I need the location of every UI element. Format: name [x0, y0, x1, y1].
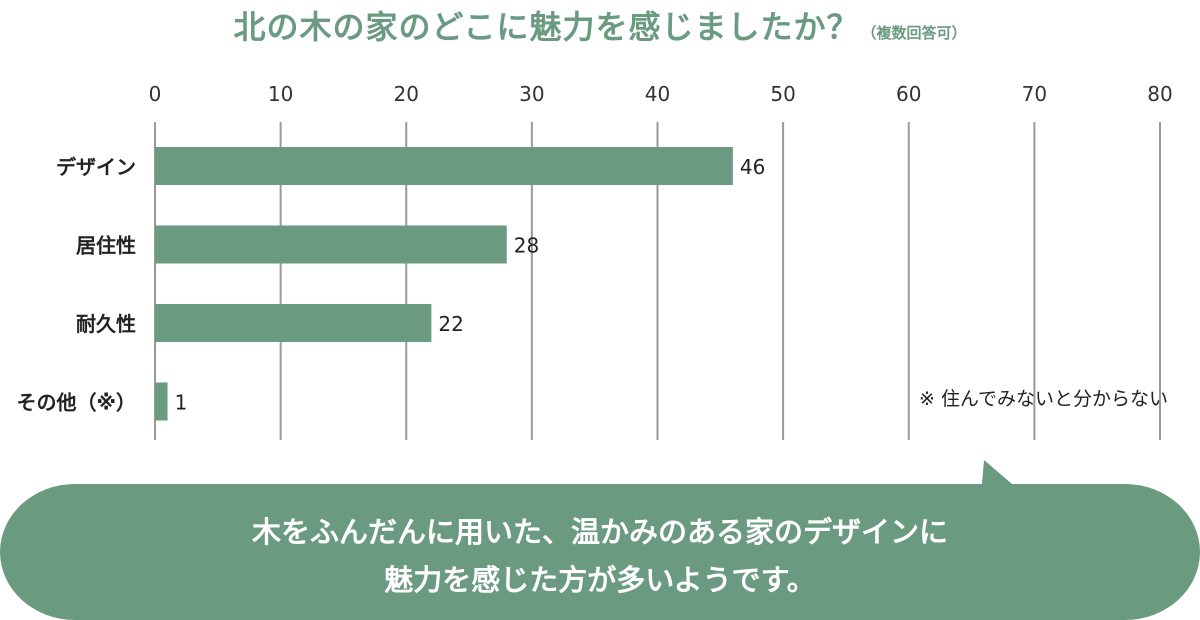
comment-line-2: 魅力を感じた方が多いようです。: [384, 563, 816, 597]
x-tick-label: 50: [770, 82, 795, 106]
comment-text: 木をふんだんに用いた、温かみのある家のデザインに 魅力を感じた方が多いようです。: [40, 508, 1160, 604]
comment-bubble-shape: [0, 460, 1200, 620]
category-label: 耐久性: [76, 312, 136, 336]
comment-line-1: 木をふんだんに用いた、温かみのある家のデザインに: [251, 515, 948, 549]
x-tick-label: 0: [149, 82, 162, 106]
x-tick-label: 60: [896, 82, 921, 106]
data-label: 46: [740, 155, 765, 179]
bar: [155, 382, 168, 421]
x-tick-label: 20: [394, 82, 419, 106]
category-label: デザイン: [56, 155, 136, 179]
chart-annotation: ※ 住んでみないと分からない: [919, 388, 1168, 410]
x-tick-label: 40: [645, 82, 670, 106]
x-tick-label: 80: [1147, 82, 1172, 106]
data-label: 1: [175, 391, 188, 415]
category-label: その他（※）: [17, 391, 136, 415]
bar: [155, 225, 507, 264]
x-tick-label: 70: [1022, 82, 1047, 106]
category-label: 居住性: [76, 234, 136, 258]
bar: [155, 304, 432, 342]
chart-title: 北の木の家のどこに魅力を感じましたか？: [233, 8, 860, 46]
bars: [155, 147, 733, 421]
data-label: 22: [438, 312, 463, 336]
chart-title-block: 北の木の家のどこに魅力を感じましたか？ （複数回答可）: [0, 2, 1200, 48]
x-axis-ticks: 0 10 20 30 40 50 60 70 80: [149, 82, 1173, 106]
data-labels: 46 28 22 1: [175, 155, 766, 415]
x-tick-label: 30: [519, 82, 544, 106]
data-label: 28: [514, 234, 539, 258]
x-tick-label: 10: [268, 82, 293, 106]
comment-bubble: [0, 460, 1200, 620]
bar: [155, 147, 733, 185]
chart-title-note: （複数回答可）: [861, 24, 967, 42]
